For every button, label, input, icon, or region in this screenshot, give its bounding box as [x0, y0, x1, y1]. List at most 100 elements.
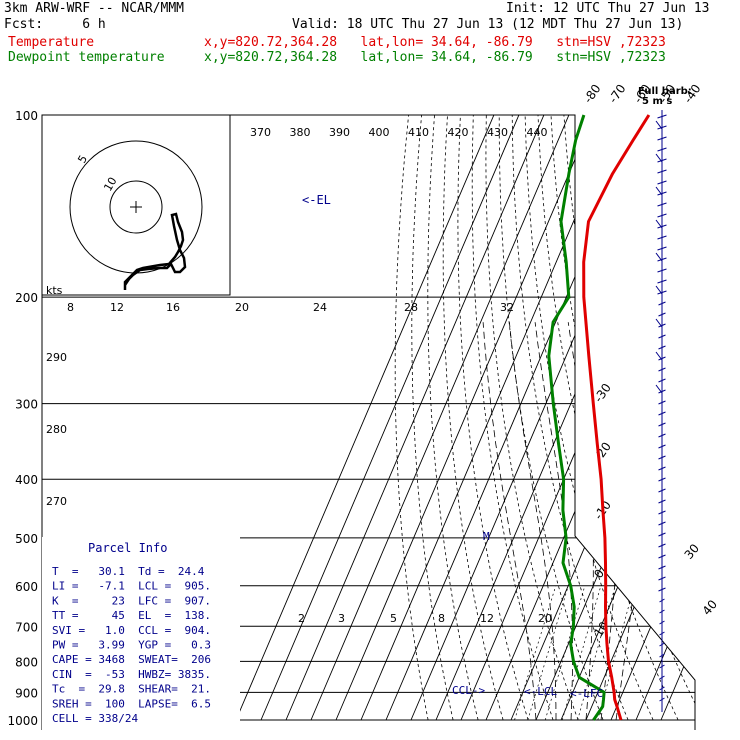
dry-adiabat — [680, 115, 695, 721]
isotherm — [260, 115, 520, 721]
mixing-ratio-label: 3 — [338, 612, 345, 625]
pressure-tick-label: 200 — [15, 291, 38, 305]
lcl-marker: <-LCL — [524, 685, 557, 698]
hodograph-ring-inner — [109, 180, 163, 234]
parcel-info-line: SREH = 100 LAPSE= 6.5 — [52, 697, 211, 710]
temperature-line — [582, 114, 651, 721]
wind-barb — [658, 444, 666, 449]
wind-barb — [658, 554, 666, 559]
parcel-info-line: CAPE = 3468 SWEAT= 206 — [52, 653, 211, 666]
theta-label: 430 — [487, 126, 508, 139]
moist-adiabat — [534, 322, 573, 721]
pressure-tick-label: 400 — [15, 473, 38, 487]
isotherm — [560, 115, 695, 721]
dry-adiabat — [471, 115, 554, 721]
pressure-tick-label: 800 — [15, 655, 38, 669]
dry-adiabat — [563, 115, 695, 721]
theta-label: 280 — [46, 423, 67, 436]
wind-barb — [657, 191, 667, 196]
parcel-info-line: CIN = -53 HWBZ= 3835. — [52, 668, 211, 681]
wind-barb — [657, 246, 667, 251]
mixing-ratio-label: 16 — [166, 301, 180, 314]
wind-barb — [659, 620, 665, 625]
dry-adiabat — [442, 115, 504, 721]
dry-adiabat — [719, 115, 740, 720]
el-marker: <-EL — [302, 193, 331, 207]
theta-label: 270 — [46, 495, 67, 508]
wind-barb — [658, 499, 666, 504]
barb-legend-units: 5 m s — [642, 96, 672, 107]
wind-barb — [658, 323, 666, 328]
dry-adiabat — [706, 115, 740, 720]
dry-adiabat — [641, 115, 695, 721]
pressure-tick-label: 1000 — [7, 714, 38, 728]
dry-adiabat — [511, 115, 629, 721]
wind-barb — [658, 510, 666, 515]
wind-barb — [658, 367, 666, 372]
wind-barb — [658, 543, 666, 548]
isotherm — [660, 115, 695, 721]
wind-barb — [657, 257, 667, 262]
wind-barb — [657, 125, 667, 130]
mixing-ratio-label: 8 — [67, 301, 74, 314]
dry-adiabat — [411, 115, 454, 721]
isotherm-label: -80 — [581, 82, 604, 106]
wind-barb — [657, 169, 667, 174]
theta-label: 290 — [46, 351, 67, 364]
wind-barb — [658, 532, 666, 537]
wind-barb — [658, 477, 666, 482]
wind-barb — [657, 235, 667, 240]
wind-barb — [659, 675, 665, 680]
theta-label: 410 — [408, 126, 429, 139]
temperature-legend: Temperature — [8, 35, 95, 50]
wind-barb — [659, 686, 665, 691]
mixing-ratio-label: 20 — [235, 301, 249, 314]
parcel-info-line: T = 30.1 Td = 24.4 — [52, 565, 205, 578]
wind-barb — [659, 653, 665, 658]
wind-barb — [655, 219, 663, 229]
ccl-marker: CCL-> — [452, 684, 485, 697]
dry-adiabat — [485, 115, 579, 721]
wind-barb — [657, 224, 667, 229]
wind-barb — [657, 213, 667, 218]
wind-barbs — [655, 110, 667, 712]
isotherm-label: -30 — [591, 381, 614, 405]
theta-label: 440 — [527, 126, 548, 139]
isotherm — [360, 115, 620, 721]
pressure-tick-label: 300 — [15, 398, 38, 412]
mixing-ratio-label: 12 — [480, 612, 494, 625]
wind-barb — [658, 301, 666, 306]
isotherm — [235, 115, 495, 721]
theta-label: 370 — [250, 126, 271, 139]
valid-time: Valid: 18 UTC Thu 27 Jun 13 (12 MDT Thu … — [292, 17, 684, 32]
mixing-ratio-label: 8 — [438, 612, 445, 625]
parcel-info-line: PW = 3.99 YGP = 0.3 — [52, 639, 211, 652]
dry-adiabat — [692, 115, 695, 721]
wind-barb — [658, 565, 666, 570]
dry-adiabat — [667, 115, 695, 721]
mixing-ratio-line — [514, 585, 557, 721]
m-marker: M — [483, 530, 490, 543]
isotherm — [460, 115, 695, 721]
isotherm — [635, 115, 695, 721]
isotherm — [485, 115, 695, 721]
barb-legend-title: Full barb: — [638, 86, 692, 97]
dewpoint-line — [547, 114, 606, 721]
dry-adiabat — [524, 115, 654, 721]
pressure-tick-label: 100 — [15, 109, 38, 123]
isotherm — [535, 115, 695, 721]
dry-adiabat — [615, 115, 695, 721]
moist-adiabat — [482, 322, 537, 721]
mixing-ratio-label: 12 — [110, 301, 124, 314]
wind-barb — [658, 422, 666, 427]
wind-barb — [658, 334, 666, 339]
wind-barb — [657, 268, 667, 273]
wind-barb — [655, 351, 663, 361]
wind-barb — [657, 279, 667, 284]
hodograph: 5 10 kts — [41, 114, 231, 297]
isotherm — [585, 115, 695, 721]
moist-adiabat — [509, 322, 557, 720]
isotherm-label: 40 — [700, 597, 721, 618]
wind-barb — [657, 147, 667, 152]
